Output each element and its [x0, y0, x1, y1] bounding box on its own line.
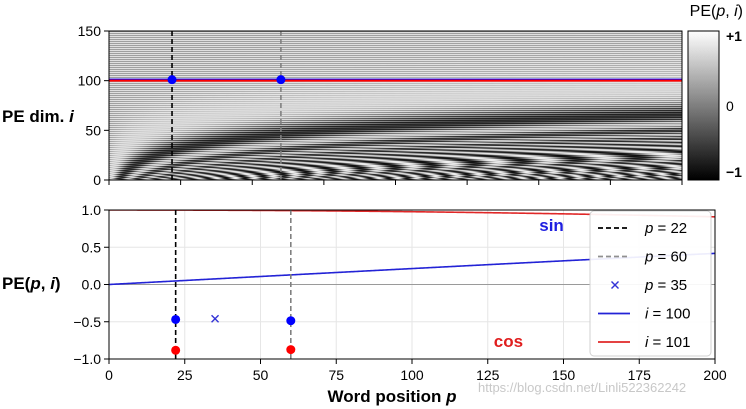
legend-entry-0: p = 22	[598, 220, 687, 237]
line-y-tick-label-2: 0.0	[82, 277, 102, 293]
line-x-tick-label-7: 175	[628, 367, 652, 383]
line-y-label: PE(p, i)	[2, 274, 61, 293]
marker-dot-3	[286, 345, 296, 355]
legend-label-2: p = 35	[644, 277, 687, 294]
line-y-tick-label-0: −1.0	[73, 351, 101, 367]
line-x-ticks: 0 25 50 75 100 125 150 175 200	[105, 359, 727, 383]
legend: p = 22 p = 60 p = 35 i = 100 i = 101	[589, 210, 712, 357]
legend-entry-3: i = 100	[598, 306, 690, 323]
heatmap-point-0	[167, 75, 177, 85]
colorbar-tick-label-1: 0	[726, 98, 734, 114]
heatmap-y-label: PE dim. i	[2, 107, 75, 126]
line-y-tick-label-1: −0.5	[73, 314, 101, 330]
marker-dot-2	[286, 316, 296, 326]
line-x-tick-label-4: 100	[400, 367, 424, 383]
curve-labels: sin cos	[494, 216, 564, 351]
heatmap-overlay	[109, 31, 682, 180]
line-x-label: Word position p	[327, 387, 456, 406]
line-vlines	[174, 210, 292, 359]
heatmap-y-tick-label-3: 150	[78, 23, 102, 39]
colorbar-tick-label-0: +1	[726, 28, 742, 44]
colorbar-title: PE(p, i)	[690, 3, 743, 20]
colorbar-gradient	[688, 31, 719, 180]
curve-label-sin: sin	[539, 216, 564, 235]
heatmap-x-ticks	[108, 180, 683, 185]
line-markers	[171, 314, 296, 355]
legend-label-4: i = 101	[645, 334, 690, 351]
legend-label-3: i = 100	[645, 306, 690, 323]
line-x-tick-label-3: 75	[328, 367, 344, 383]
line-y-ticks: −1.0 −0.5 0.0 0.5 1.0	[73, 202, 109, 367]
line-panel: sin cos −1.0 −0.5 0.0 0.5 1.0 0 25 50 75 100 125 15…	[2, 202, 727, 406]
marker-x-4	[211, 314, 220, 323]
line-x-tick-label-2: 50	[253, 367, 269, 383]
heatmap-frame	[108, 30, 683, 181]
heatmap-point-1	[276, 75, 286, 85]
legend-box	[589, 210, 712, 357]
line-x-tick-label-8: 200	[703, 367, 727, 383]
line-x-tick-label-6: 150	[552, 367, 576, 383]
colorbar-tick-label-2: −1	[726, 164, 742, 180]
heatmap-y-ticks: 0 50 100 150	[78, 23, 109, 188]
line-y-tick-label-3: 0.5	[82, 239, 102, 255]
line-y-tick-label-4: 1.0	[82, 202, 102, 218]
curve-label-cos: cos	[494, 332, 523, 351]
marker-dot-0	[171, 314, 181, 324]
watermark: https://blog.csdn.net/Linli522362242	[478, 380, 686, 395]
legend-entry-1: p = 60	[598, 249, 687, 266]
heatmap-image	[109, 31, 682, 180]
heatmap-panel: 0 50 100 150 PE dim. i	[2, 23, 683, 188]
colorbar: PE(p, i) +1 0 −1	[687, 3, 743, 181]
heatmap-y-tick-label-1: 50	[85, 122, 101, 138]
colorbar-frame	[687, 30, 720, 181]
legend-label-1: p = 60	[644, 249, 687, 266]
legend-entry-2: p = 35	[611, 277, 687, 294]
legend-label-0: p = 22	[644, 220, 687, 237]
line-x-tick-label-1: 25	[177, 367, 193, 383]
line-x-tick-label-5: 125	[476, 367, 500, 383]
marker-dot-1	[171, 345, 181, 355]
line-x-tick-label-0: 0	[105, 367, 113, 383]
heatmap-y-tick-label-2: 100	[78, 73, 102, 89]
legend-entry-4: i = 101	[598, 334, 690, 351]
colorbar-ticks: +1 0 −1	[726, 28, 742, 180]
heatmap-y-tick-label-0: 0	[93, 172, 101, 188]
